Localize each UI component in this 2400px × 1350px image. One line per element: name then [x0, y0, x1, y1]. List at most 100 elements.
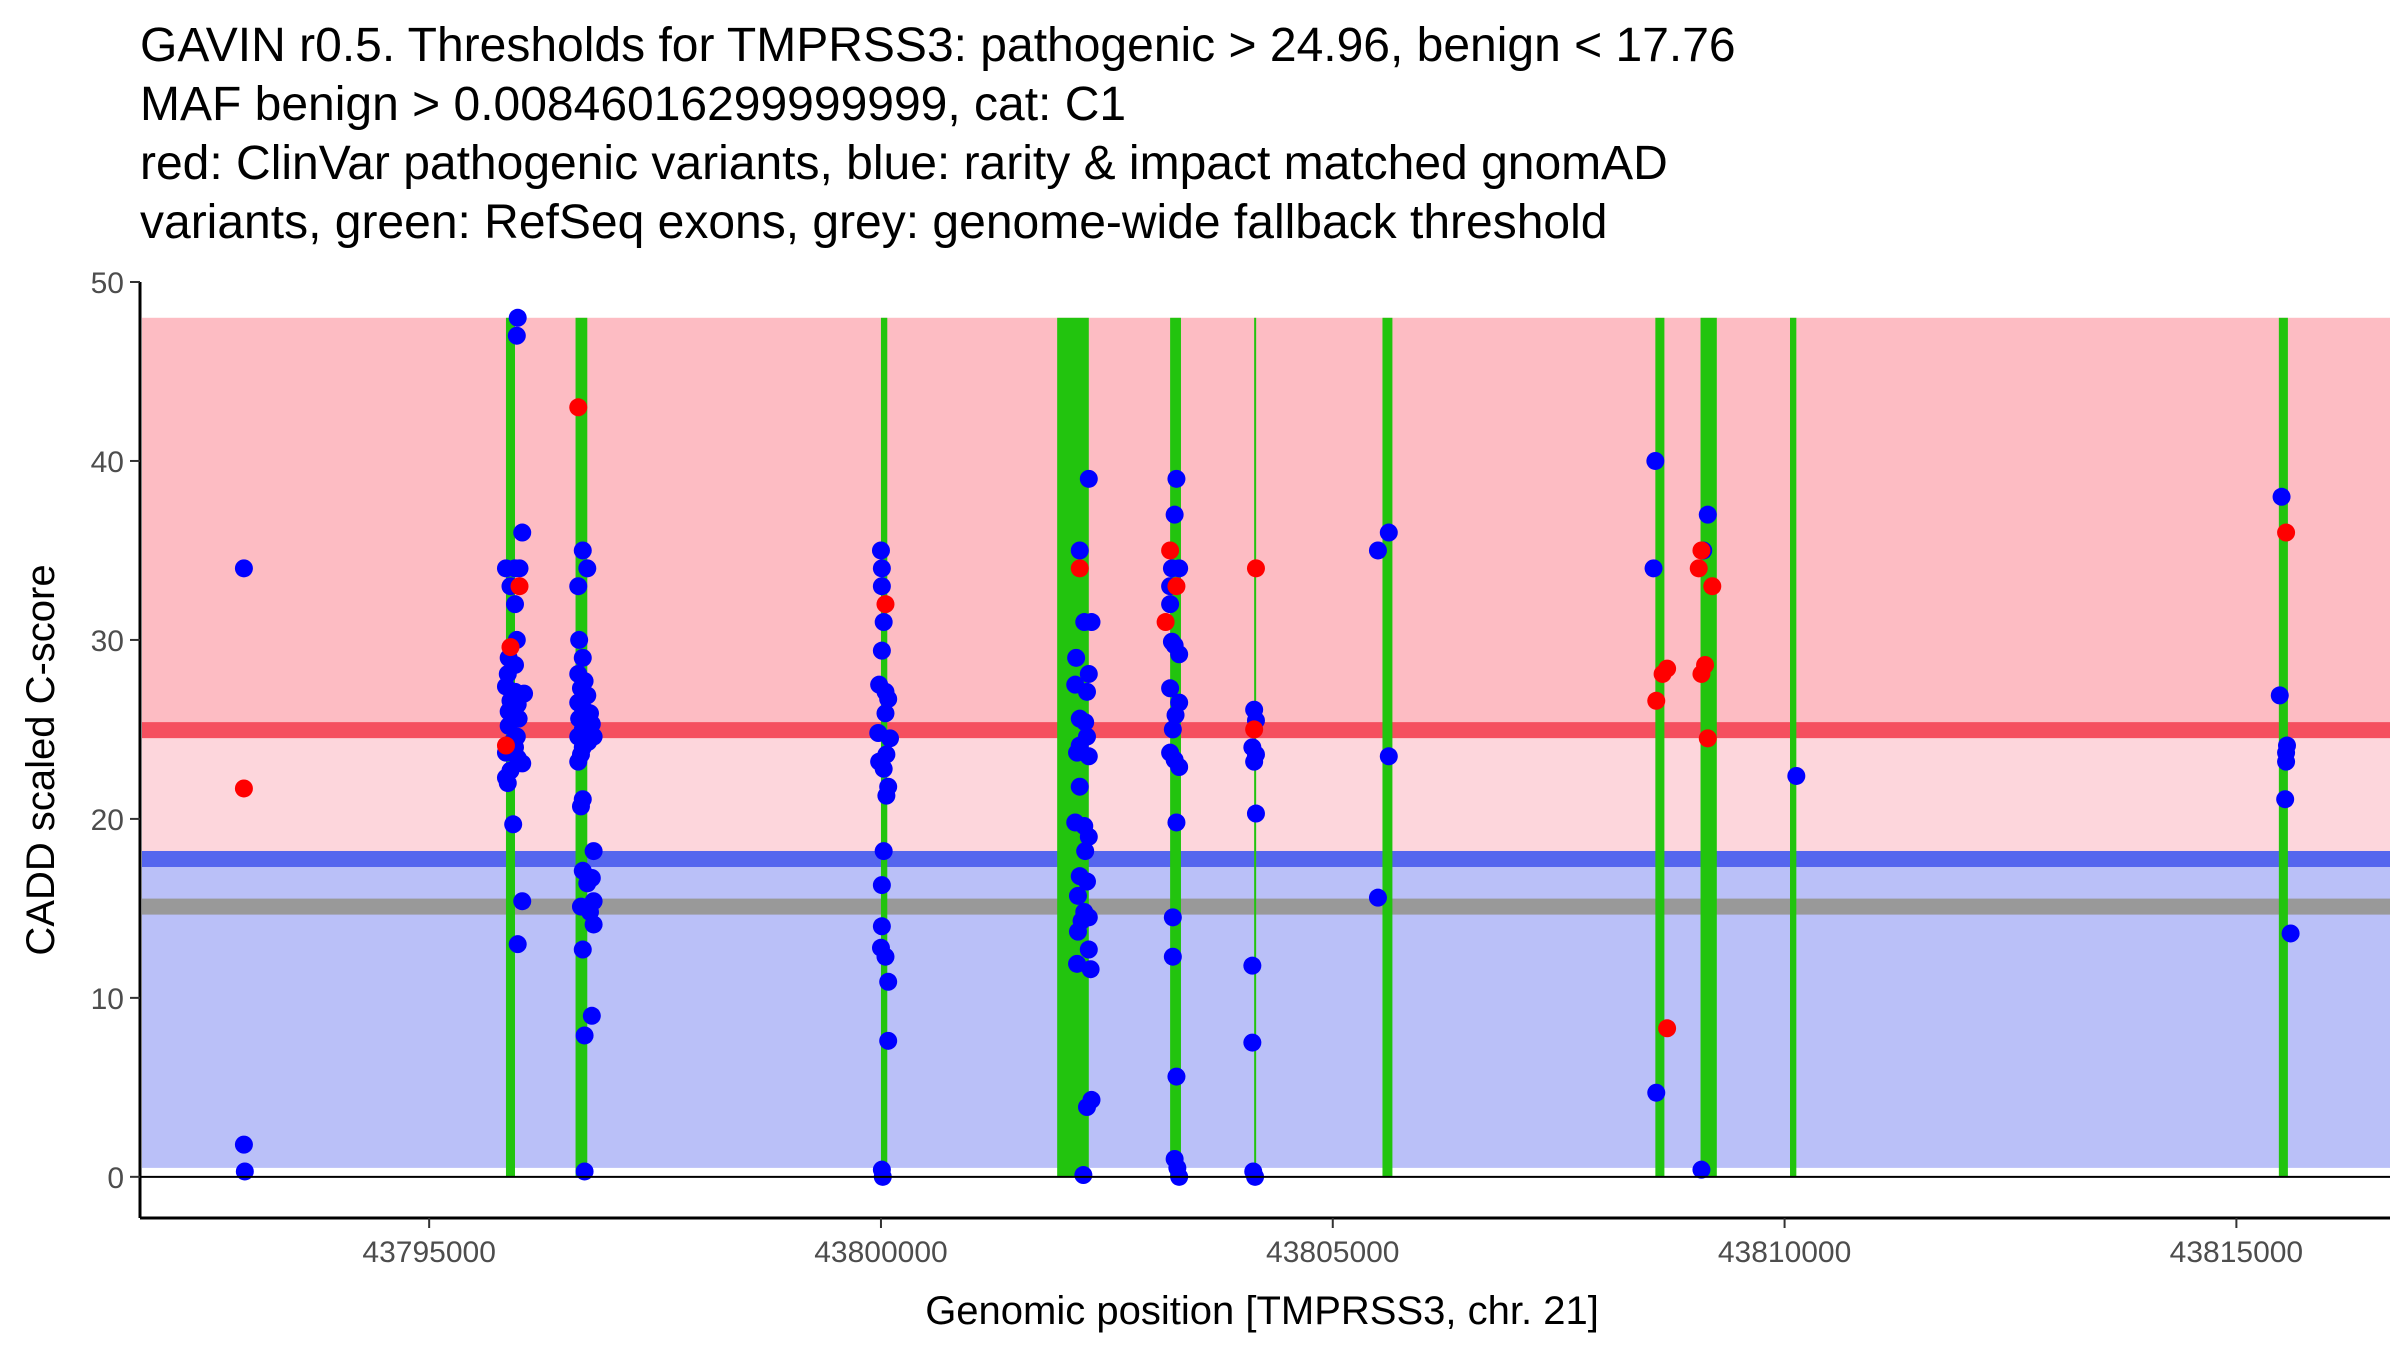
benign-point	[1081, 960, 1100, 979]
benign-point	[1167, 1067, 1186, 1086]
benign-threshold-line	[142, 850, 2390, 867]
pathogenic-point	[2277, 523, 2296, 542]
benign-point	[1161, 595, 1180, 614]
benign-point	[2277, 752, 2296, 771]
pathogenic-point	[234, 779, 253, 798]
pathogenic-point	[510, 577, 529, 596]
benign-point	[877, 786, 896, 805]
benign-point	[2270, 686, 2289, 705]
benign-point	[1068, 886, 1087, 905]
benign-point	[1076, 842, 1095, 861]
pathogenic-point	[1161, 541, 1180, 560]
benign-point	[1167, 813, 1186, 832]
benign-point	[881, 729, 899, 748]
benign-point	[1070, 777, 1089, 796]
chart-title-line-3: red: ClinVar pathogenic variants, blue: …	[140, 137, 1668, 190]
x-tick-label-43810000: 43810000	[1718, 1236, 1851, 1269]
benign-point	[1368, 888, 1387, 907]
benign-point	[1368, 541, 1387, 560]
pathogenic-point	[1167, 577, 1186, 596]
pathogenic-point	[1696, 655, 1715, 674]
benign-point	[1163, 720, 1182, 739]
x-tick-label-43795000: 43795000	[362, 1236, 495, 1269]
benign-point	[1243, 956, 1262, 975]
fallback-threshold-line	[142, 898, 2390, 915]
exon-10	[1790, 317, 1797, 1177]
benign-point	[1079, 827, 1098, 846]
pathogenic-point	[1703, 577, 1722, 596]
pathogenic-point	[1692, 541, 1711, 560]
x-axis-label: Genomic position [TMPRSS3, chr. 21]	[925, 1289, 1599, 1333]
benign-point	[1077, 872, 1096, 891]
benign-point	[508, 308, 527, 327]
benign-point	[582, 1006, 601, 1025]
pathogenic-point	[1245, 720, 1264, 739]
x-tick-label-43800000: 43800000	[814, 1236, 947, 1269]
benign-point	[1379, 747, 1398, 766]
benign-point	[1166, 706, 1185, 725]
benign-point	[234, 1135, 253, 1154]
benign-point	[584, 842, 603, 861]
pathogenic-threshold-line	[142, 722, 2390, 739]
benign-point	[874, 842, 893, 861]
pathogenic-point	[496, 736, 515, 755]
benign-point	[1079, 747, 1098, 766]
benign-point	[872, 577, 891, 596]
benign-point	[1644, 559, 1663, 578]
benign-point	[872, 559, 891, 578]
benign-point	[1077, 1098, 1096, 1117]
benign-point	[1076, 713, 1095, 732]
benign-point	[573, 648, 592, 667]
benign-point	[506, 595, 524, 614]
benign-point	[578, 559, 597, 578]
chart-title-line-2: MAF benign > 0.00846016299999999, cat: C…	[140, 78, 1127, 131]
benign-point	[513, 523, 532, 542]
x-tick-label-43805000: 43805000	[1266, 1236, 1399, 1269]
benign-point	[872, 876, 891, 895]
benign-point	[513, 892, 532, 911]
y-tick-label-10: 10	[91, 983, 124, 1016]
pathogenic-point	[1246, 559, 1265, 578]
benign-point	[498, 774, 517, 793]
benign-point	[507, 326, 526, 345]
benign-point	[872, 641, 891, 660]
pathogenic-point	[1689, 559, 1708, 578]
benign-point	[879, 1031, 898, 1050]
benign-point	[1787, 766, 1806, 785]
exon-7	[1382, 317, 1393, 1177]
benign-point	[1245, 752, 1264, 771]
benign-point	[879, 689, 898, 708]
benign-point	[1243, 1033, 1262, 1052]
benign-point	[1246, 804, 1265, 823]
benign-point	[1170, 559, 1189, 578]
benign-point	[1067, 648, 1086, 667]
pathogenic-point	[876, 595, 895, 614]
benign-point	[570, 630, 589, 649]
chart-title-line-4: variants, green: RefSeq exons, grey: gen…	[140, 196, 1608, 249]
benign-point	[1079, 940, 1098, 959]
benign-point	[578, 874, 597, 893]
y-tick-label-20: 20	[91, 804, 124, 837]
benign-point	[569, 752, 588, 771]
benign-point	[1165, 505, 1184, 524]
benign-point	[573, 940, 592, 959]
benign-point	[569, 577, 588, 596]
benign-point	[510, 559, 529, 578]
benign-point	[1077, 682, 1096, 701]
benign-point	[1161, 679, 1180, 698]
benign-point	[1068, 954, 1087, 973]
benign-point	[1082, 613, 1101, 632]
benign-point	[1068, 922, 1087, 941]
y-tick-label-50: 50	[91, 267, 124, 300]
benign-point	[2272, 487, 2291, 506]
x-tick-label-43815000: 43815000	[2170, 1236, 2303, 1269]
benign-point	[872, 917, 891, 936]
benign-point	[1079, 469, 1098, 488]
pathogenic-point	[1698, 729, 1717, 748]
benign-point	[1070, 541, 1089, 560]
benign-point	[1079, 664, 1098, 683]
benign-point	[1162, 632, 1181, 651]
benign-point	[1074, 1166, 1093, 1185]
